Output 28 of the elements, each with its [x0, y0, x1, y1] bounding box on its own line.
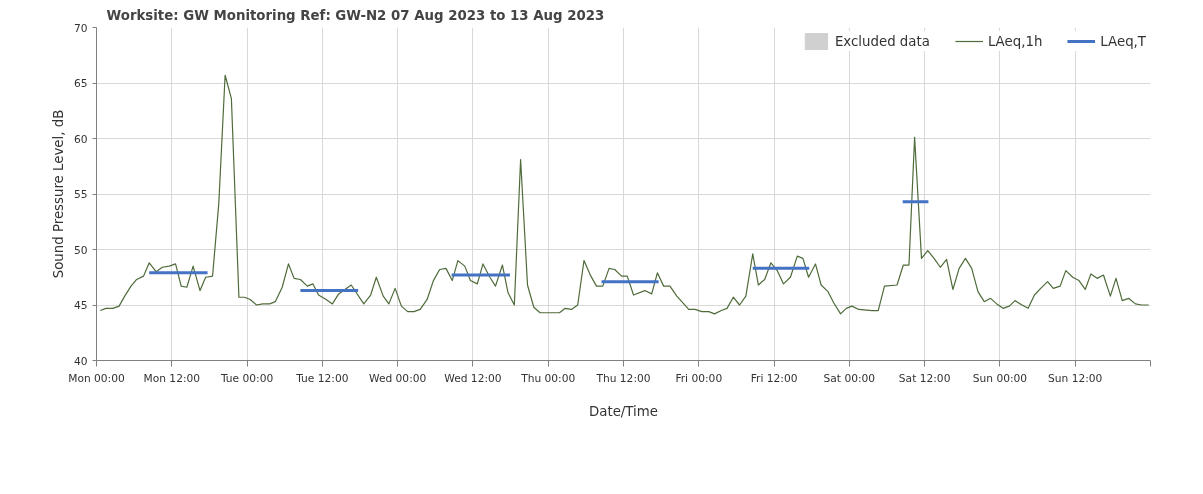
legend-label: LAeq,T	[1100, 33, 1146, 49]
x-tick-label: Sun 12:00	[1048, 371, 1103, 385]
y-tick-label: 55	[73, 188, 88, 201]
x-tick-label: Tue 12:00	[295, 371, 349, 385]
x-tick-label: Wed 12:00	[444, 371, 502, 385]
y-tick-label: 70	[73, 21, 88, 35]
x-tick-label: Mon 00:00	[68, 371, 125, 385]
x-axis-title: Date/Time	[589, 403, 658, 419]
y-tick-label: 60	[73, 132, 88, 146]
x-tick-label: Thu 00:00	[520, 371, 576, 385]
x-tick-label: Thu 12:00	[595, 371, 651, 385]
y-tick-label: 45	[73, 299, 88, 312]
x-tick-label: Tue 00:00	[219, 371, 274, 385]
x-tick-label: Sat 12:00	[898, 371, 951, 385]
y-tick-label: 65	[73, 77, 88, 90]
x-tick-label: Sat 00:00	[823, 371, 876, 385]
legend-label: LAeq,1h	[987, 33, 1043, 49]
chart-title: Worksite: GW Monitoring Ref: GW-N2 07 Aug 2023 to 13 Aug 2023	[106, 7, 605, 23]
y-tick-label: 50	[73, 243, 88, 257]
x-tick-label: Mon 12:00	[143, 371, 201, 385]
x-tick-label: Sun 00:00	[972, 371, 1028, 385]
legend-label: Excluded data	[834, 33, 930, 49]
line-series	[99, 74, 1150, 315]
x-tick-label: Fri 00:00	[675, 371, 723, 385]
y-axis-title: Sound Pressure Level, dB	[50, 109, 66, 279]
x-tick-label: Wed 00:00	[368, 371, 427, 385]
y-tick-label: 40	[73, 354, 88, 368]
x-tick-label: Fri 12:00	[750, 371, 798, 385]
